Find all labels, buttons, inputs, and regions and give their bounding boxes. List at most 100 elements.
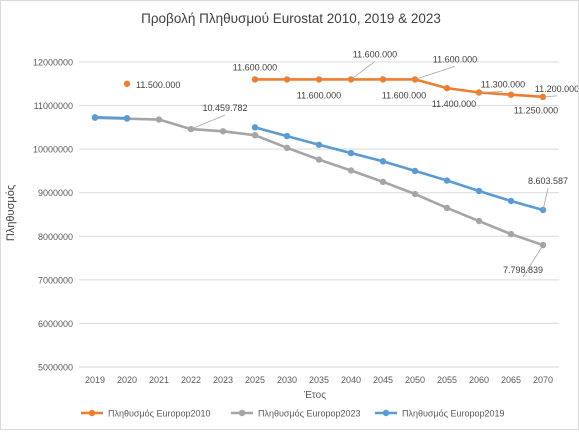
data-label: 11.300.000: [481, 80, 525, 90]
data-point: [155, 116, 163, 123]
data-point: [507, 197, 515, 205]
y-tick-label: 9000000: [38, 188, 73, 198]
data-label: 11.400.000: [432, 99, 476, 109]
legend-marker: [238, 409, 246, 417]
data-point: [507, 230, 515, 238]
data-point: [475, 187, 483, 195]
data-point: [411, 190, 419, 198]
x-axis-ticks: 2019 2020 2021 2022 2023 2025 2030 2035 2040 2045…: [85, 375, 553, 385]
y-tick-label: 11000000: [34, 101, 73, 111]
data-label: 11.250.000: [514, 106, 558, 116]
x-tick-label: 2021: [149, 375, 169, 385]
x-tick-label: 2035: [309, 375, 329, 385]
x-tick-label: 2025: [245, 375, 265, 385]
x-tick-label: 2023: [213, 375, 233, 385]
data-point: [443, 84, 451, 92]
x-tick-label: 2020: [117, 375, 137, 385]
data-point: [443, 177, 451, 184]
x-tick-label: 2065: [501, 375, 521, 385]
data-point: [347, 167, 355, 174]
leader-line: [414, 66, 456, 80]
leader-line: [542, 95, 558, 98]
data-point: [315, 141, 323, 148]
x-tick-label: 2055: [437, 375, 457, 385]
series-1: [123, 76, 547, 101]
legend-label: Πληθυσμός Europop2010: [108, 409, 211, 419]
y-tick-label: 10000000: [33, 145, 73, 155]
series-line: [254, 126, 544, 212]
y-tick-label: 7000000: [38, 275, 73, 285]
data-point: [283, 76, 291, 83]
x-tick-label: 2022: [181, 375, 201, 385]
leader-line: [542, 187, 549, 211]
data-point: [443, 204, 451, 212]
series-line: [94, 116, 128, 120]
legend: Πληθυσμός Europop2010 Πληθυσμός Europop20…: [81, 409, 505, 419]
data-label: 11.200.000: [535, 84, 578, 94]
data-point: [123, 115, 131, 122]
data-label: 11.600.000: [353, 49, 397, 59]
data-label: 10.459.782: [202, 103, 247, 113]
legend-item-1: Πληθυσμός Europop2010: [81, 409, 211, 419]
data-label: 11.600.000: [297, 90, 341, 100]
gridlines: [79, 61, 559, 368]
data-label: 11.500.000: [136, 80, 180, 90]
legend-marker: [88, 409, 96, 417]
data-label: 11.600.000: [382, 90, 426, 100]
data-label: 11.600.000: [233, 62, 277, 72]
x-tick-label: 2060: [469, 375, 489, 385]
data-point: [379, 158, 387, 165]
legend-item-3: Πληθυσμός Europop2019: [375, 409, 505, 419]
y-tick-label: 5000000: [38, 363, 73, 373]
series-line: [94, 116, 544, 247]
data-point: [91, 114, 99, 121]
y-tick-label: 6000000: [38, 319, 73, 329]
leader-line: [478, 91, 504, 93]
data-label: 7.798.839: [503, 265, 543, 275]
series-line: [255, 78, 544, 99]
data-point: [123, 80, 131, 87]
data-point: [315, 76, 323, 83]
x-tick-label: 2045: [373, 375, 393, 385]
data-point: [379, 76, 387, 83]
series-2: [91, 114, 547, 249]
data-point: [283, 144, 291, 152]
data-label: 8.603.587: [528, 176, 568, 186]
y-axis-title: Πληθυσμός: [5, 185, 17, 241]
x-axis-title: Έτος: [303, 390, 326, 401]
series-3: [91, 114, 547, 214]
chart-title: Προβολή Πληθυσμού Eurostat 2010, 2019 & …: [141, 11, 441, 26]
data-point: [251, 124, 259, 131]
data-point: [283, 132, 291, 140]
legend-label: Πληθυσμός Europop2019: [402, 409, 505, 419]
data-point: [475, 217, 483, 225]
data-point: [251, 76, 259, 83]
x-tick-label: 2050: [405, 375, 425, 385]
leader-line: [522, 244, 544, 278]
data-point: [219, 128, 227, 135]
legend-label: Πληθυσμός Europop2023: [258, 409, 361, 419]
data-point: [251, 132, 259, 139]
y-axis-ticks: 5000000 6000000 7000000 8000000 9000000 10000…: [33, 58, 73, 373]
y-tick-label: 8000000: [38, 232, 73, 242]
data-point: [347, 149, 355, 157]
legend-marker: [382, 409, 390, 417]
leader-line: [350, 61, 376, 80]
series-layer: [91, 76, 547, 249]
x-tick-label: 2019: [85, 375, 105, 385]
data-point: [411, 167, 419, 175]
leader-line: [190, 114, 226, 130]
x-tick-label: 2040: [341, 375, 361, 385]
data-label: 11.600.000: [433, 54, 477, 64]
x-tick-label: 2030: [277, 375, 297, 385]
x-tick-label: 2070: [533, 375, 553, 385]
data-point: [507, 91, 515, 98]
data-labels: 11.500.000 11.600.000 11.600.000 11.600.000…: [136, 49, 579, 278]
data-point: [539, 93, 547, 101]
y-tick-label: 12000000: [33, 58, 73, 68]
data-point: [379, 178, 387, 186]
data-point: [315, 156, 323, 163]
legend-item-2: Πληθυσμός Europop2023: [231, 409, 361, 419]
